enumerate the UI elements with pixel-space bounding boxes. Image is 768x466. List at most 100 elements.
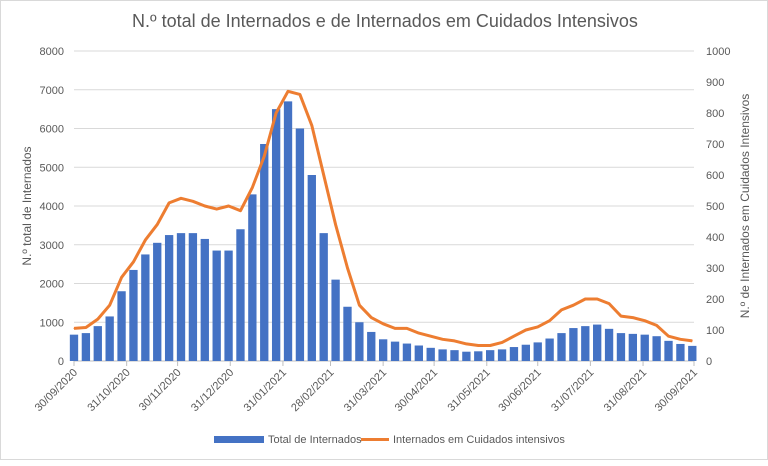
right-tick-label: 0 — [706, 356, 712, 368]
bar — [153, 242, 162, 361]
icu-point — [204, 205, 206, 207]
right-tick-label: 200 — [706, 294, 724, 306]
legend-label-icu: Internados em Cuidados intensivos — [393, 434, 565, 446]
right-axis-label: N.º de Internados em Cuidados Intensivos — [738, 94, 752, 319]
icu-point — [287, 90, 289, 92]
x-tick-label: 31/08/2021 — [602, 367, 649, 414]
bar — [604, 328, 614, 361]
icu-point — [668, 335, 670, 337]
x-tick-label: 31/12/2020 — [189, 367, 236, 414]
icu-point — [132, 261, 134, 263]
right-tick-label: 600 — [706, 170, 724, 182]
icu-point — [620, 315, 622, 317]
icu-point — [513, 335, 515, 337]
x-tick-label: 30/09/2021 — [653, 367, 700, 414]
bar — [283, 101, 293, 361]
bar — [271, 109, 281, 361]
icu-point — [263, 155, 265, 157]
icu-point — [168, 202, 170, 204]
x-tick-label: 31/07/2021 — [549, 367, 596, 414]
bar — [367, 331, 376, 361]
right-tick-label: 400 — [706, 232, 724, 244]
bar — [640, 334, 649, 361]
left-axis-label: N.º total de Internados — [20, 146, 34, 265]
bar — [188, 233, 198, 361]
x-tick-label: 30/11/2020 — [137, 367, 184, 414]
chart-title: N.º total de Internados e de Internados … — [132, 11, 638, 31]
icu-point — [525, 329, 527, 331]
icu-point — [275, 112, 277, 114]
bar — [331, 279, 340, 361]
bar — [307, 175, 316, 361]
x-tick-label: 30/06/2021 — [496, 367, 543, 414]
bar — [688, 345, 697, 361]
bar — [628, 333, 638, 361]
icu-point — [572, 304, 574, 306]
right-tick-label: 1000 — [706, 46, 730, 58]
left-tick-label: 6000 — [40, 124, 64, 136]
icu-point — [97, 318, 99, 320]
bar — [676, 343, 685, 361]
left-tick-label: 2000 — [40, 279, 64, 291]
icu-point — [144, 239, 146, 241]
x-tick-label: 31/03/2021 — [342, 367, 389, 414]
bar — [319, 233, 328, 361]
legend-swatch-bar — [214, 436, 264, 443]
icu-point — [453, 340, 455, 342]
left-tick-label: 4000 — [40, 201, 64, 213]
icu-point — [501, 341, 503, 343]
icu-point — [596, 298, 598, 300]
x-tick-label: 28/02/2021 — [289, 367, 336, 414]
icu-point — [691, 340, 693, 342]
bar — [664, 340, 673, 361]
icu-point — [228, 205, 230, 207]
left-tick-label: 5000 — [40, 162, 64, 174]
icu-point — [299, 93, 301, 95]
icu-point — [549, 320, 551, 322]
bar — [355, 322, 364, 361]
bar — [390, 341, 400, 361]
icu-point — [584, 298, 586, 300]
bar — [129, 269, 138, 361]
bar — [260, 144, 269, 361]
icu-point — [323, 174, 325, 176]
x-axis-ticks: 30/09/2020 31/10/2020 30/11/2020 31/12/2020… — [33, 361, 700, 414]
bar — [497, 349, 507, 361]
bar — [236, 229, 245, 361]
right-tick-label: 800 — [706, 108, 724, 120]
icu-point — [358, 304, 360, 306]
bar — [474, 351, 483, 361]
icu-point — [109, 304, 111, 306]
right-tick-label: 700 — [706, 139, 724, 151]
icu-point — [561, 309, 563, 311]
left-tick-label: 8000 — [40, 46, 64, 58]
right-tick-label: 300 — [706, 263, 724, 275]
icu-point — [656, 324, 658, 326]
bar — [69, 334, 79, 361]
left-tick-label: 7000 — [40, 85, 64, 97]
line-series — [73, 89, 693, 347]
bar — [343, 306, 352, 361]
bar — [486, 350, 495, 361]
bar — [414, 345, 423, 361]
bar — [93, 326, 102, 361]
bar — [402, 343, 412, 361]
bar — [545, 338, 554, 361]
bar — [450, 350, 459, 361]
legend-label-total: Total de Internados — [268, 434, 362, 446]
icu-point — [430, 335, 432, 337]
bar — [164, 235, 174, 361]
icu-point — [121, 276, 123, 278]
icu-point — [216, 208, 218, 210]
bar — [593, 324, 602, 361]
bar — [426, 347, 435, 361]
left-tick-label: 0 — [58, 356, 64, 368]
icu-point — [335, 224, 337, 226]
icu-point — [180, 197, 182, 199]
bar — [569, 328, 578, 361]
left-axis-ticks: 0 1000 2000 3000 4000 5000 6000 7000 8000 — [40, 46, 64, 368]
icu-point — [370, 317, 372, 319]
icu-point — [632, 317, 634, 319]
icu-point — [608, 303, 610, 305]
